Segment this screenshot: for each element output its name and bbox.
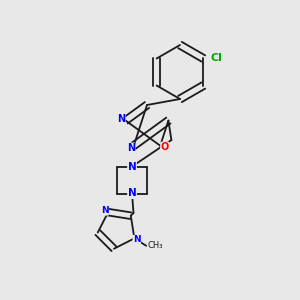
Text: O: O [160,142,169,152]
Text: N: N [117,114,125,124]
Text: N: N [101,206,108,215]
Text: N: N [133,236,141,244]
Text: N: N [128,161,136,172]
Text: N: N [128,188,136,199]
Text: Cl: Cl [211,53,223,64]
Text: N: N [127,143,135,153]
Text: CH₃: CH₃ [147,242,163,250]
